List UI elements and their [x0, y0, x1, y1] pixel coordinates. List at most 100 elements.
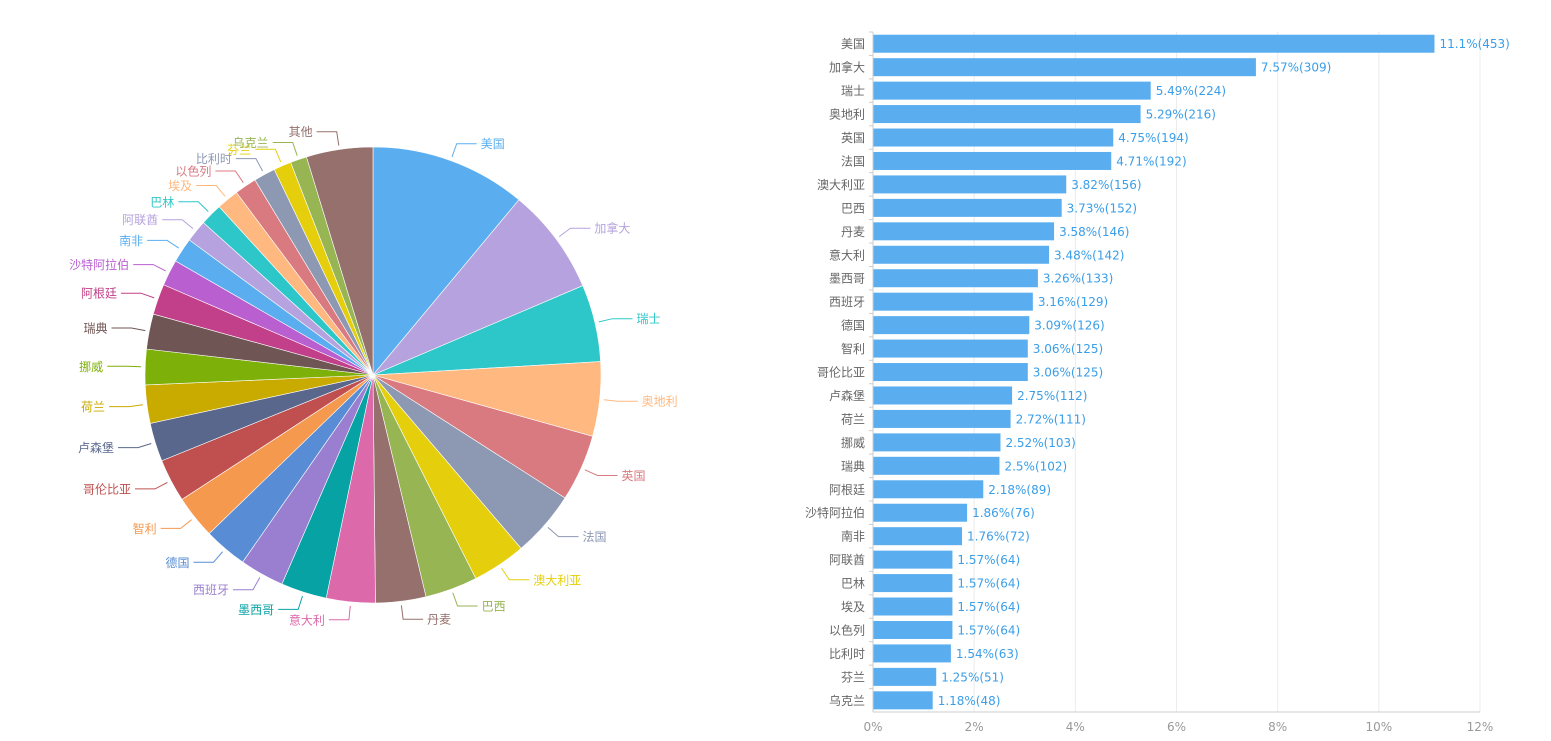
y-category-label: 英国	[841, 131, 865, 145]
bar-data-label: 2.72%(111)	[1016, 412, 1086, 426]
pie-label: 澳大利亚	[533, 573, 581, 587]
bar[interactable]	[873, 574, 953, 593]
pie-label: 奥地利	[642, 395, 678, 409]
y-category-label: 奥地利	[829, 108, 865, 122]
pie-leader-line	[272, 142, 298, 156]
pie-leader-line	[598, 318, 633, 323]
bar[interactable]	[873, 316, 1030, 335]
bar[interactable]	[873, 597, 953, 616]
x-tick-label: 4%	[1066, 720, 1085, 734]
pie-label: 以色列	[175, 165, 211, 179]
pie-label: 巴林	[150, 195, 174, 209]
y-category-label: 荷兰	[841, 412, 865, 426]
pie-leader-line	[235, 158, 264, 172]
bar-data-label: 3.09%(126)	[1034, 319, 1104, 333]
bar[interactable]	[873, 292, 1033, 311]
bar[interactable]	[873, 222, 1055, 241]
bar[interactable]	[873, 667, 937, 686]
bar[interactable]	[873, 198, 1062, 217]
pie-label: 瑞士	[637, 312, 661, 326]
bar[interactable]	[873, 527, 963, 546]
bar[interactable]	[873, 245, 1050, 264]
bar-data-label: 5.29%(216)	[1146, 108, 1216, 122]
y-category-label: 巴西	[841, 201, 865, 215]
pie-leader-line	[162, 219, 194, 229]
pie-label: 荷兰	[81, 400, 105, 414]
y-category-label: 阿联酋	[829, 552, 865, 567]
bar[interactable]	[873, 34, 1435, 53]
bar[interactable]	[873, 550, 953, 569]
pie-label: 智利	[133, 521, 157, 536]
pie-leader-line	[178, 201, 209, 212]
bar[interactable]	[873, 433, 1001, 452]
y-category-label: 丹麦	[841, 225, 865, 239]
bar-data-label: 3.06%(125)	[1033, 342, 1103, 356]
bar-series	[873, 34, 1435, 710]
pie-label: 墨西哥	[238, 603, 274, 617]
pie-leader-line	[233, 577, 261, 591]
bar[interactable]	[873, 503, 968, 522]
bar[interactable]	[873, 644, 951, 663]
pie-label: 南非	[119, 233, 143, 248]
bar[interactable]	[873, 691, 933, 710]
bar-data-label: 1.57%(64)	[957, 553, 1020, 567]
pie-leader-line	[316, 131, 340, 146]
bar-data-label: 1.76%(72)	[967, 530, 1030, 544]
bar[interactable]	[873, 151, 1112, 170]
pie-label: 挪威	[79, 360, 103, 374]
bar-data-label: 3.82%(156)	[1071, 178, 1141, 192]
bar-data-label: 3.16%(129)	[1038, 295, 1108, 309]
pie-leader-line	[603, 399, 638, 402]
pie-leader-line	[193, 551, 223, 563]
pie-label: 意大利	[289, 612, 325, 627]
bar[interactable]	[873, 339, 1028, 358]
bar[interactable]	[873, 175, 1067, 194]
pie-slice[interactable]	[372, 199, 584, 376]
pie-slice[interactable]	[306, 146, 374, 376]
pie-leader-line	[547, 527, 579, 538]
y-category-label: 意大利	[829, 247, 865, 262]
bar-data-label: 1.18%(48)	[938, 694, 1001, 708]
pie-label: 巴西	[482, 600, 506, 614]
y-category-label: 澳大利亚	[817, 178, 865, 192]
y-category-label: 比利时	[829, 647, 865, 661]
pie-leader-line	[328, 605, 351, 621]
bar-data-label: 2.52%(103)	[1005, 436, 1075, 450]
bar[interactable]	[873, 128, 1114, 147]
pie-label: 法国	[583, 530, 607, 544]
pie-leader-line	[160, 519, 192, 529]
pie-leader-line	[501, 567, 530, 581]
pie-label: 瑞典	[83, 322, 107, 336]
bar[interactable]	[873, 409, 1011, 428]
bar[interactable]	[873, 620, 953, 639]
y-category-label: 美国	[841, 37, 865, 51]
bar[interactable]	[873, 269, 1038, 288]
y-category-label: 加拿大	[829, 60, 865, 75]
pie-label: 美国	[481, 137, 505, 151]
pie-label: 丹麦	[427, 613, 451, 627]
bar-data-label: 3.48%(142)	[1054, 248, 1124, 262]
bar-data-label: 3.26%(133)	[1043, 272, 1113, 286]
x-tick-label: 2%	[965, 720, 984, 734]
pie-leader-line	[584, 469, 618, 476]
bar[interactable]	[873, 456, 1000, 475]
bar[interactable]	[873, 363, 1028, 382]
bar[interactable]	[873, 480, 984, 499]
bar-axes: 0% 2% 4% 6% 8% 10% 12%	[863, 31, 1493, 734]
bar[interactable]	[873, 386, 1013, 405]
pie-label: 德国	[165, 555, 189, 570]
y-category-label: 以色列	[829, 623, 865, 637]
pie-leader-line	[196, 185, 226, 197]
bar[interactable]	[873, 105, 1141, 124]
bar-data-label: 3.06%(125)	[1033, 366, 1103, 380]
bar-data-label: 1.54%(63)	[956, 647, 1019, 661]
bar[interactable]	[873, 58, 1256, 77]
bar[interactable]	[873, 81, 1151, 100]
pie-slice[interactable]	[372, 146, 520, 376]
pie-leader-line	[121, 292, 155, 299]
pie-label: 哥伦比亚	[83, 481, 131, 496]
bar-data-label: 1.25%(51)	[941, 670, 1004, 684]
